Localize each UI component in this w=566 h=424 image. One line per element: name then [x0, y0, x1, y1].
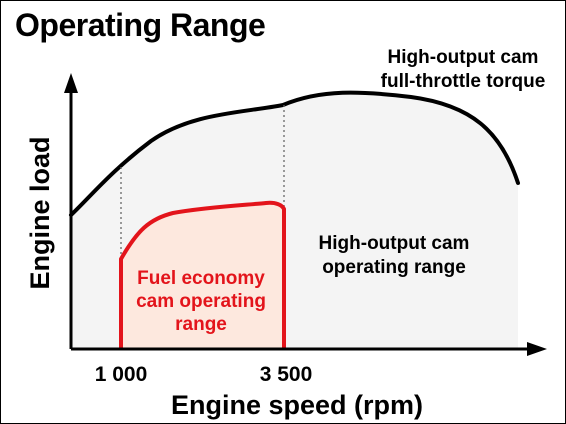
curve-label-line-1: High-output cam — [388, 47, 539, 68]
full-throttle-torque-curve — [69, 90, 520, 217]
fuel-region-label-line-3: range — [175, 314, 227, 335]
y-axis-label: Engine load — [25, 136, 55, 289]
fuel-region-label-line-2: cam operating — [136, 291, 266, 312]
fuel-economy-operating-region — [119, 200, 286, 349]
tick-label-1000: 1 000 — [95, 363, 148, 386]
x-axis-label: Engine speed (rpm) — [171, 390, 423, 420]
curve-label-line-2: full-throttle torque — [381, 71, 546, 92]
high-region-label-line-2: operating range — [322, 257, 466, 278]
tick-label-3500: 3 500 — [260, 363, 313, 386]
y-axis-arrowhead — [64, 73, 78, 93]
high-region-label-line-1: High-output cam — [319, 233, 470, 254]
x-axis-arrowhead — [527, 342, 547, 356]
diagram-title: Operating Range — [15, 7, 266, 43]
fuel-region-label-line-1: Fuel economy — [137, 268, 265, 289]
